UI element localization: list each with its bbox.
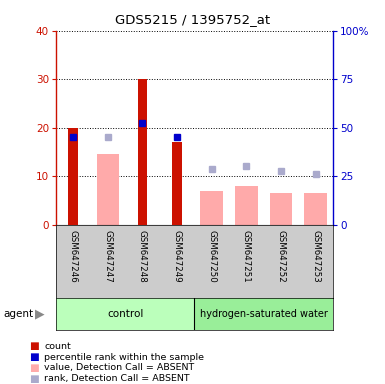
Text: ■: ■ [29,374,38,384]
Text: agent: agent [4,309,34,319]
Text: GSM647246: GSM647246 [69,230,78,283]
Bar [97,154,119,225]
Text: ▶: ▶ [35,308,44,320]
Bar [172,142,182,225]
Text: GSM647251: GSM647251 [242,230,251,283]
Bar [56,298,194,330]
Text: GSM647253: GSM647253 [311,230,320,283]
Text: GSM647247: GSM647247 [103,230,112,283]
Bar [137,79,147,225]
Text: rank, Detection Call = ABSENT: rank, Detection Call = ABSENT [44,374,190,383]
Text: percentile rank within the sample: percentile rank within the sample [44,353,204,362]
Text: ■: ■ [29,352,38,362]
Bar [270,193,292,225]
Bar [194,298,333,330]
Text: ■: ■ [29,363,38,373]
Text: value, Detection Call = ABSENT: value, Detection Call = ABSENT [44,363,194,372]
Text: GSM647248: GSM647248 [138,230,147,283]
Bar [68,128,78,225]
Text: GSM647249: GSM647249 [172,230,182,283]
Bar [235,186,258,225]
Text: hydrogen-saturated water: hydrogen-saturated water [200,309,328,319]
Text: count: count [44,342,71,351]
Text: GSM647250: GSM647250 [207,230,216,283]
Text: ■: ■ [29,341,38,351]
Text: control: control [107,309,143,319]
Bar [305,193,327,225]
Text: GDS5215 / 1395752_at: GDS5215 / 1395752_at [115,13,270,26]
Bar [201,191,223,225]
Text: GSM647252: GSM647252 [276,230,286,283]
